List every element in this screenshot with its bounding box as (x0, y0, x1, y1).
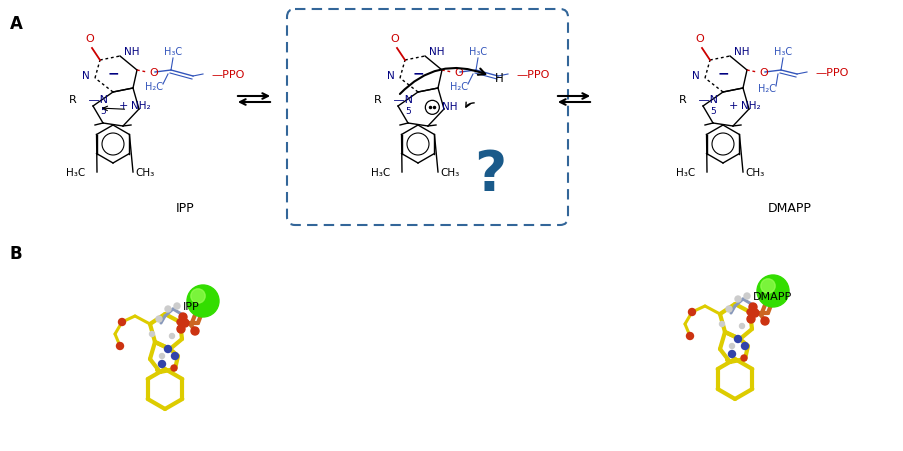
Text: N: N (82, 71, 90, 81)
Text: H₃C: H₃C (163, 47, 182, 57)
Circle shape (749, 304, 756, 311)
Text: CH₃: CH₃ (744, 168, 763, 178)
Circle shape (746, 315, 754, 323)
Text: O: O (149, 68, 158, 78)
Circle shape (685, 333, 693, 340)
Circle shape (171, 365, 177, 371)
Text: NH₂: NH₂ (740, 101, 760, 111)
Text: +: + (728, 101, 737, 111)
Text: −: − (717, 66, 729, 80)
Circle shape (750, 309, 759, 318)
Circle shape (688, 309, 694, 316)
Circle shape (191, 289, 205, 304)
Text: 5: 5 (405, 107, 411, 116)
Text: NH: NH (442, 102, 457, 112)
Circle shape (149, 332, 154, 337)
Text: O: O (86, 34, 94, 44)
Text: CH₃: CH₃ (440, 168, 459, 178)
Text: NH: NH (429, 47, 444, 57)
Text: H₂C: H₂C (757, 84, 775, 94)
Text: H₃C: H₃C (469, 47, 487, 57)
Text: —PPO: —PPO (210, 70, 244, 80)
Circle shape (719, 322, 723, 327)
Circle shape (191, 327, 199, 335)
Text: NH: NH (124, 47, 139, 57)
Circle shape (179, 313, 187, 321)
Text: NH: NH (733, 47, 749, 57)
Text: R: R (374, 95, 382, 105)
Circle shape (164, 346, 172, 353)
Text: O: O (453, 68, 462, 78)
Circle shape (170, 334, 174, 339)
Circle shape (173, 304, 180, 309)
Text: CH₃: CH₃ (135, 168, 154, 178)
Text: R: R (678, 95, 686, 105)
Circle shape (743, 293, 749, 299)
Circle shape (181, 319, 189, 327)
Circle shape (733, 336, 740, 343)
Text: —N: —N (694, 95, 717, 105)
Text: −: − (412, 66, 424, 80)
Text: —N: —N (85, 95, 107, 105)
Text: DMAPP: DMAPP (752, 291, 791, 301)
Circle shape (734, 296, 740, 302)
Text: B: B (10, 244, 23, 262)
Circle shape (746, 309, 752, 315)
Circle shape (172, 353, 178, 360)
Text: O: O (759, 68, 767, 78)
Text: H₂C: H₂C (450, 82, 468, 92)
Circle shape (740, 355, 746, 361)
Circle shape (156, 316, 162, 322)
Text: H₃C: H₃C (370, 168, 389, 178)
Text: 5: 5 (100, 107, 106, 116)
Text: H₂C: H₂C (144, 82, 163, 92)
Text: IPP: IPP (175, 202, 194, 215)
Text: A: A (10, 15, 23, 33)
Text: N: N (386, 71, 395, 81)
Circle shape (729, 344, 733, 349)
Circle shape (118, 319, 126, 326)
Text: 5: 5 (710, 107, 715, 116)
Text: H₃C: H₃C (773, 47, 791, 57)
Circle shape (739, 324, 744, 329)
Text: H₃C: H₃C (675, 168, 694, 178)
Circle shape (177, 325, 185, 333)
Text: O: O (694, 34, 703, 44)
Circle shape (187, 285, 219, 318)
Circle shape (159, 354, 164, 359)
Text: H: H (495, 72, 503, 85)
Circle shape (728, 351, 735, 358)
Text: N: N (692, 71, 699, 81)
Circle shape (760, 279, 775, 294)
Text: —N: —N (389, 95, 413, 105)
Text: NH₂: NH₂ (131, 101, 151, 111)
Circle shape (725, 306, 731, 312)
Circle shape (158, 361, 165, 368)
Text: —PPO: —PPO (516, 70, 549, 80)
Text: O: O (390, 34, 399, 44)
Text: DMAPP: DMAPP (768, 202, 811, 215)
Text: —PPO: —PPO (815, 68, 847, 78)
Circle shape (116, 343, 124, 350)
Text: +: + (118, 101, 128, 111)
Text: R: R (70, 95, 77, 105)
Circle shape (177, 319, 182, 325)
Circle shape (760, 318, 768, 325)
Text: IPP: IPP (182, 301, 200, 311)
Text: −: − (107, 66, 119, 80)
Circle shape (165, 306, 171, 312)
Circle shape (756, 276, 788, 307)
Circle shape (740, 343, 748, 350)
Text: H₃C: H₃C (66, 168, 85, 178)
Text: ?: ? (473, 147, 506, 202)
